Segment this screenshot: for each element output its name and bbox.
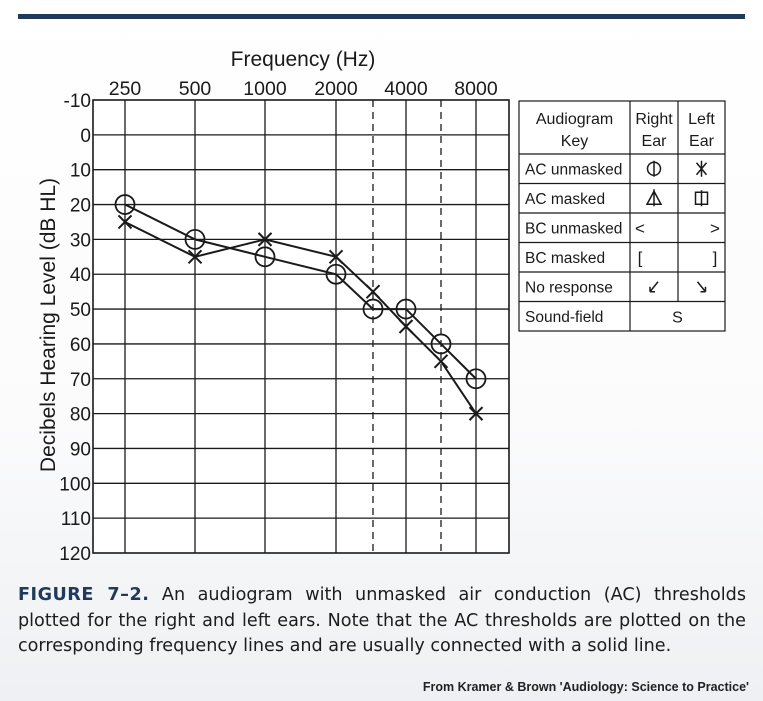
left-ear-x-marker <box>257 232 273 247</box>
y-tick-label: 40 <box>70 265 91 286</box>
figure-caption: FIGURE 7–2. An audiogram with unmasked a… <box>18 583 746 660</box>
legend-symbol-sound-field: S <box>672 309 683 326</box>
x-icon <box>695 160 708 177</box>
right-ear-circle-marker <box>362 298 384 320</box>
legend-symbol-left: ] <box>713 248 718 267</box>
legend-header-right-line2: Ear <box>642 133 668 150</box>
arrow-down-right-icon <box>696 281 707 293</box>
right-ear-circle-marker <box>325 263 347 285</box>
y-tick-label: 10 <box>70 161 91 182</box>
x-tick-label: 4000 <box>384 78 428 100</box>
y-tick-label: 50 <box>70 300 91 321</box>
top-rule <box>18 14 745 19</box>
x-tick-label: 1000 <box>243 78 287 100</box>
y-tick-label: 20 <box>70 196 91 217</box>
left-ear-x-marker <box>365 284 381 299</box>
legend-row-label: No response <box>525 279 613 296</box>
figure-label: FIGURE 7–2. <box>18 585 150 605</box>
right-ear-circle-marker <box>184 228 206 250</box>
y-tick-label: 110 <box>61 509 91 530</box>
triangle-icon <box>645 189 663 207</box>
arrow-down-left-icon <box>649 281 659 293</box>
legend-header-key-line2: Key <box>561 133 589 150</box>
right-ear-circle-marker <box>430 333 452 355</box>
legend-header-right-line1: Right <box>635 111 673 128</box>
x-tick-label: 500 <box>179 78 212 100</box>
source-credit: From Kramer & Brown 'Audiology: Science … <box>422 680 749 694</box>
y-tick-label: 0 <box>80 126 91 147</box>
legend-row-label: BC masked <box>525 250 605 267</box>
legend-header-left-line1: Left <box>688 111 715 128</box>
right-ear-circle-marker <box>114 194 136 215</box>
caption-text: An audiogram with unmasked air conductio… <box>18 585 747 656</box>
y-tick-label: 100 <box>59 474 91 495</box>
x-tick-label: 2000 <box>314 78 358 100</box>
x-tick-label: 8000 <box>454 78 498 100</box>
right-ear-circle-marker <box>465 368 487 390</box>
left-ear-x-marker <box>187 249 203 265</box>
y-tick-label: 60 <box>70 335 91 356</box>
legend-row-label: AC unmasked <box>525 161 622 178</box>
legend-header-key-line1: Audiogram <box>536 111 613 128</box>
audiogram-chart: -10 0 10 20 30 40 50 60 70 80 90 100 110 120 250 500 100… <box>37 48 726 565</box>
y-tick-label: 90 <box>70 439 91 460</box>
left-ear-x-marker <box>468 406 484 421</box>
legend-box <box>518 100 726 332</box>
x-tick-label: 250 <box>109 78 142 100</box>
legend-row-label: AC masked <box>525 191 605 208</box>
legend-symbol-left: > <box>710 219 720 238</box>
right-ear-line <box>124 203 477 380</box>
left-ear-x-marker <box>117 214 133 230</box>
y-axis-title: Decibels Hearing Level (dB HL) <box>37 178 60 472</box>
legend-symbol-right: [ <box>638 248 643 267</box>
right-ear-circle-marker <box>254 246 276 268</box>
legend-row-label: Sound-field <box>525 309 603 326</box>
right-ear-circle-marker <box>395 298 417 320</box>
legend-symbol-right: < <box>635 219 645 238</box>
x-axis-title: Frequency (Hz) <box>231 48 376 71</box>
y-tick-label: 120 <box>59 544 91 565</box>
y-tick-label: 80 <box>70 405 91 426</box>
left-ear-x-marker <box>328 249 344 265</box>
legend-row-label: BC unmasked <box>525 220 622 237</box>
left-ear-x-marker <box>398 319 414 334</box>
left-ear-x-marker <box>433 354 449 369</box>
plot-area <box>92 99 510 554</box>
y-tick-label: 70 <box>70 370 91 391</box>
y-tick-label: -10 <box>64 91 91 112</box>
y-tick-label: 30 <box>70 230 91 251</box>
legend-header-left-line2: Ear <box>689 133 715 150</box>
